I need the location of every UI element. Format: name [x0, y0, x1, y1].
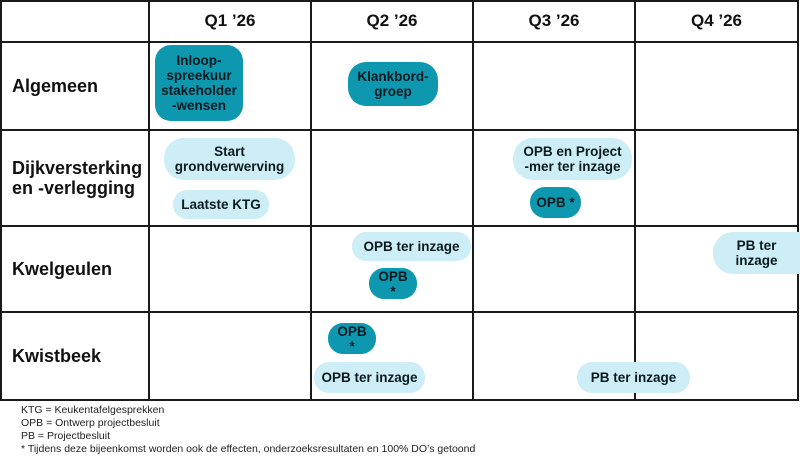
grid-line	[310, 0, 312, 401]
item-laatste-ktg: Laatste KTG	[173, 190, 269, 219]
grid-line	[0, 129, 798, 131]
grid-line	[0, 0, 798, 2]
item-opb-project-mer: OPB en Project -mer ter inzage	[513, 138, 632, 180]
item-klankbordgroep: Klankbord- groep	[348, 62, 438, 106]
item-opb-kwist: OPB *	[328, 323, 376, 354]
row-label-kwelgeulen: Kwelgeulen	[12, 259, 113, 279]
quarter-header-q2: Q2 ’26	[366, 11, 418, 30]
quarter-header-q3: Q3 ’26	[528, 11, 580, 30]
grid-line	[634, 0, 636, 401]
grid-line	[797, 0, 799, 401]
quarter-header-q1: Q1 ’26	[204, 11, 256, 30]
grid-line	[148, 0, 150, 401]
item-opb-kwel: OPB *	[369, 268, 417, 299]
row-label-kwistbeek: Kwistbeek	[12, 346, 102, 366]
item-start-grondverwerving: Start grondverwerving	[164, 138, 295, 180]
legend-footnote: * Tijdens deze bijeenkomst worden ook de…	[21, 443, 476, 455]
item-opb-ter-inzage-kwel: OPB ter inzage	[352, 232, 471, 261]
legend-line: PB = Projectbesluit	[21, 430, 111, 442]
grid-line	[0, 311, 798, 313]
legend-line: OPB = Ontwerp projectbesluit	[21, 417, 160, 429]
item-opb-ter-inzage-kwist: OPB ter inzage	[314, 362, 425, 393]
quarter-header-q4: Q4 ’26	[690, 11, 743, 30]
item-inloopspreekuur: Inloop- spreekuur stakeholder -wensen	[155, 45, 243, 121]
row-label-dijkversterking: Dijkversterking en -verlegging	[12, 158, 143, 198]
roadmap-grid: Q1 ’26 Q2 ’26 Q3 ’26 Q4 ’26 Algemeen Dij…	[0, 0, 800, 401]
item-opb-dijk: OPB *	[530, 187, 581, 218]
legend-line: KTG = Keukentafelgesprekken	[21, 404, 165, 416]
item-pb-ter-inzage-kwist: PB ter inzage	[577, 362, 690, 393]
grid-line	[472, 0, 474, 401]
grid-line	[0, 0, 2, 401]
grid-line	[0, 399, 798, 401]
grid-line	[0, 225, 798, 227]
item-pb-kwel: PB ter inzage	[713, 232, 800, 274]
grid-line	[0, 41, 798, 43]
row-label-algemeen: Algemeen	[12, 76, 99, 96]
